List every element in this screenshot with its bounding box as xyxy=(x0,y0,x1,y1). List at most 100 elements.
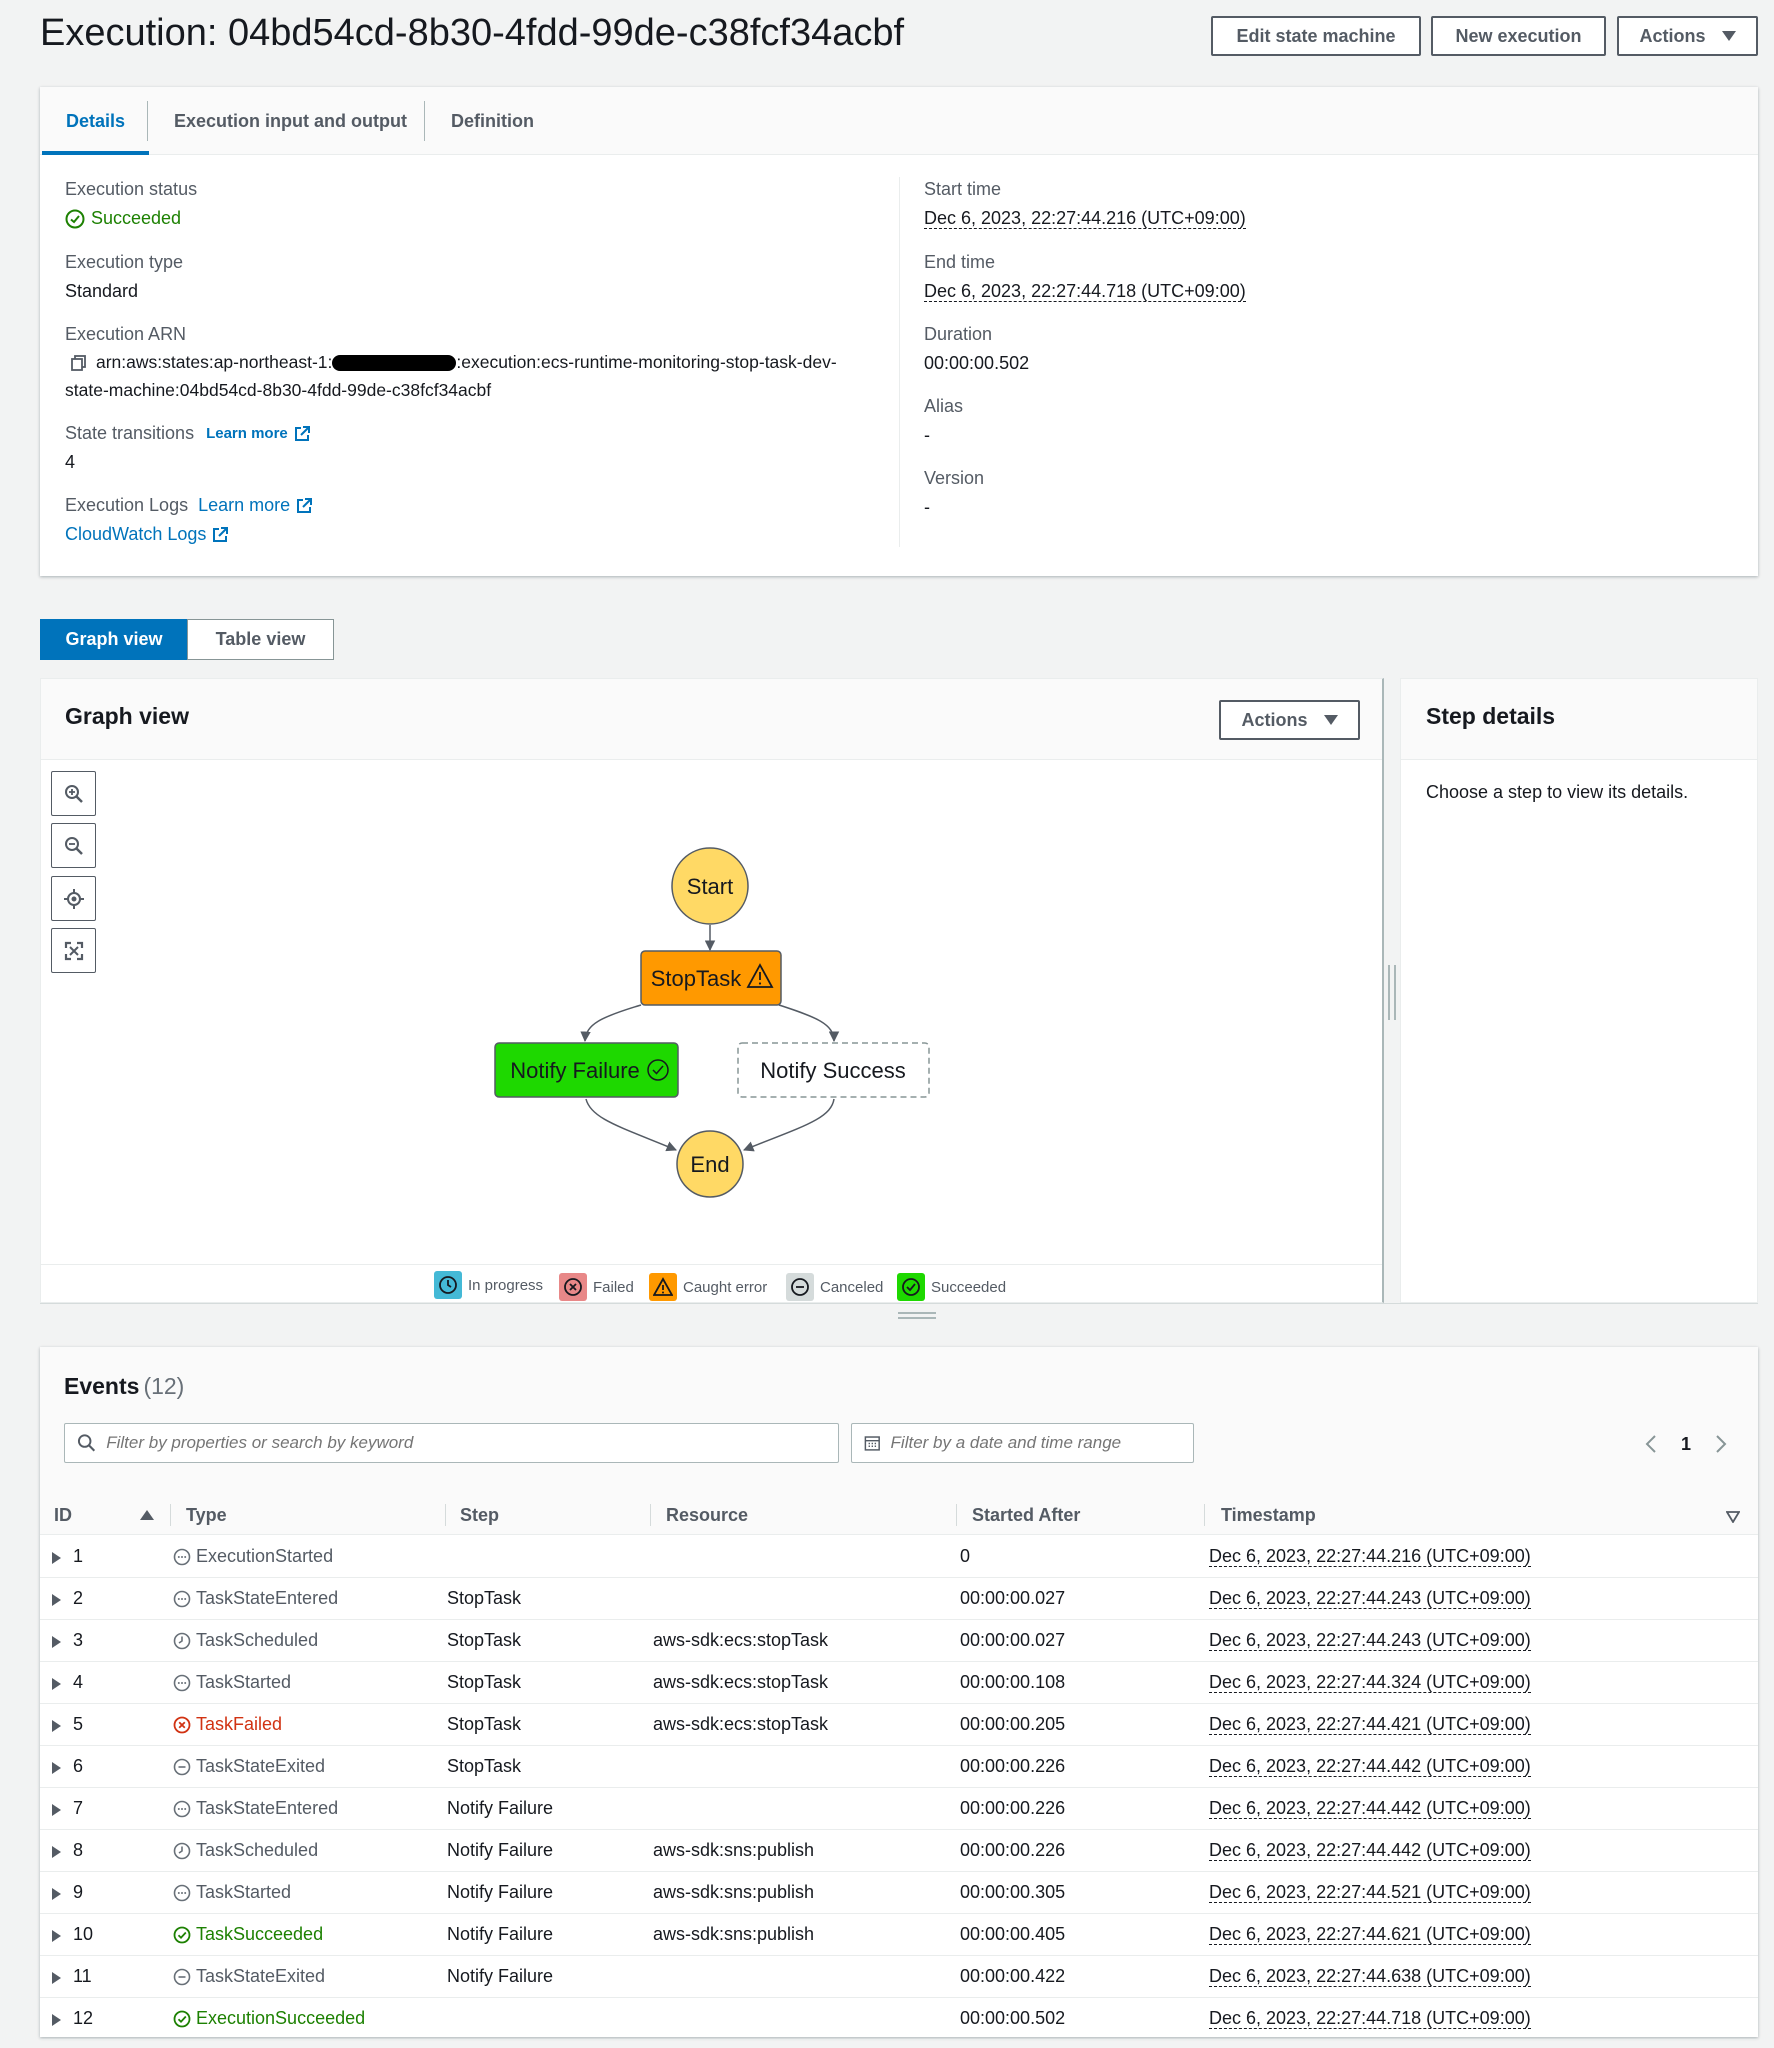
expand-row-icon[interactable] xyxy=(52,1930,61,1942)
cell-timestamp-text: Dec 6, 2023, 22:27:44.621 (UTC+09:00) xyxy=(1209,1924,1531,1945)
events-panel: Events(12) 1 ID Type Step Resource Start… xyxy=(40,1347,1758,2040)
execution-logs-learn-more-link[interactable]: Learn more xyxy=(198,495,291,515)
column-header-resource[interactable]: Resource xyxy=(666,1505,749,1525)
column-header-id[interactable]: ID xyxy=(54,1505,72,1525)
edit-state-machine-button[interactable]: Edit state machine xyxy=(1211,16,1421,56)
cell-started-after: 00:00:00.226 xyxy=(960,1756,1066,1776)
node-end-shape xyxy=(676,1130,744,1198)
events-search-input[interactable] xyxy=(106,1433,838,1453)
check-circle-icon xyxy=(647,1059,669,1081)
events-count: (12) xyxy=(143,1373,185,1399)
expand-row-icon[interactable] xyxy=(52,2014,61,2026)
table-row[interactable]: 2 TaskStateEntered StopTask 00:00:00.027 Dec… xyxy=(40,1578,1758,1620)
table-view-toggle[interactable]: Table view xyxy=(187,619,334,660)
cell-timestamp-text: Dec 6, 2023, 22:27:44.442 (UTC+09:00) xyxy=(1209,1840,1531,1861)
column-divider xyxy=(650,1504,651,1526)
events-date-filter[interactable] xyxy=(851,1423,1194,1463)
copy-icon[interactable] xyxy=(70,354,88,372)
tab-execution-input-output[interactable]: Execution input and output xyxy=(174,110,407,131)
events-date-input[interactable] xyxy=(890,1433,1193,1453)
table-row[interactable]: 11 TaskStateExited Notify Failure 00:00:00.… xyxy=(40,1956,1758,1998)
execution-type-label: Execution type xyxy=(65,252,184,272)
center-button[interactable] xyxy=(51,876,96,921)
sort-descending-icon[interactable] xyxy=(1726,1511,1740,1523)
node-notify-success[interactable]: Notify Success xyxy=(737,1042,930,1098)
zoom-out-button[interactable] xyxy=(51,823,96,868)
search-icon xyxy=(77,1434,96,1452)
execution-arn-label: Execution ARN xyxy=(65,324,187,344)
cell-id: 7 xyxy=(73,1798,84,1818)
node-end-label: End xyxy=(690,1152,729,1177)
cell-id: 3 xyxy=(73,1630,84,1650)
table-row[interactable]: 5 TaskFailed StopTask aws-sdk:ecs:stopTask 0… xyxy=(40,1704,1758,1746)
cell-id: 6 xyxy=(73,1756,84,1776)
table-row[interactable]: 8 TaskScheduled Notify Failure aws-sdk:sns:… xyxy=(40,1830,1758,1872)
graph-actions-button[interactable]: Actions xyxy=(1219,700,1360,740)
table-row[interactable]: 3 TaskScheduled StopTask aws-sdk:ecs:stopTa… xyxy=(40,1620,1758,1662)
expand-row-icon[interactable] xyxy=(52,1888,61,1900)
cell-timestamp-text: Dec 6, 2023, 22:27:44.421 (UTC+09:00) xyxy=(1209,1714,1531,1735)
panel-resize-handle[interactable] xyxy=(1388,965,1396,1020)
warning-icon xyxy=(649,1273,677,1301)
column-header-step[interactable]: Step xyxy=(460,1505,500,1525)
sort-ascending-icon[interactable] xyxy=(140,1510,154,1520)
node-end[interactable]: End xyxy=(676,1130,744,1198)
cell-id: 4 xyxy=(73,1672,84,1692)
new-execution-button[interactable]: New execution xyxy=(1431,16,1606,56)
cell-timestamp-text: Dec 6, 2023, 22:27:44.718 (UTC+09:00) xyxy=(1209,2008,1531,2029)
check-circle-icon xyxy=(65,209,85,228)
column-header-type[interactable]: Type xyxy=(186,1505,227,1525)
cell-type: TaskStateExited xyxy=(173,1756,325,1777)
column-divider xyxy=(445,1504,446,1526)
column-header-started-after[interactable]: Started After xyxy=(972,1505,1081,1525)
cloudwatch-logs-link[interactable]: CloudWatch Logs xyxy=(65,524,207,544)
legend-canceled: Canceled xyxy=(786,1273,883,1301)
graph-view-toggle[interactable]: Graph view xyxy=(40,619,188,660)
expand-row-icon[interactable] xyxy=(52,1594,61,1606)
column-header-timestamp[interactable]: Timestamp xyxy=(1221,1505,1316,1525)
state-transitions-learn-more-link[interactable]: Learn more xyxy=(206,425,288,442)
pagination-current-page[interactable]: 1 xyxy=(1681,1433,1692,1454)
state-transitions-label: State transitions xyxy=(65,423,195,443)
node-stoptask[interactable]: StopTask xyxy=(640,950,782,1006)
expand-row-icon[interactable] xyxy=(52,1678,61,1690)
actions-button[interactable]: Actions xyxy=(1617,16,1758,56)
events-title-text: Events xyxy=(64,1373,140,1399)
chevron-right-icon[interactable] xyxy=(1714,1434,1728,1454)
expand-row-icon[interactable] xyxy=(52,1720,61,1732)
tab-details[interactable]: Details xyxy=(41,87,150,155)
cell-type: TaskStateExited xyxy=(173,1966,325,1987)
events-search-filter[interactable] xyxy=(64,1423,839,1463)
expand-row-icon[interactable] xyxy=(52,1804,61,1816)
tab-definition[interactable]: Definition xyxy=(451,110,534,131)
zoom-out-icon xyxy=(64,836,83,855)
table-row[interactable]: 10 TaskSucceeded Notify Failure aws-sdk:sns… xyxy=(40,1914,1758,1956)
node-notify-failure[interactable]: Notify Failure xyxy=(494,1042,679,1098)
table-row[interactable]: 7 TaskStateEntered Notify Failure 00:00:00.… xyxy=(40,1788,1758,1830)
version-label: Version xyxy=(924,468,985,488)
table-row[interactable]: 6 TaskStateExited StopTask 00:00:00.226 Dec … xyxy=(40,1746,1758,1788)
expand-row-icon[interactable] xyxy=(52,1552,61,1564)
expand-row-icon[interactable] xyxy=(52,1762,61,1774)
vertical-resize-splitter[interactable] xyxy=(40,1303,1758,1325)
zoom-in-button[interactable] xyxy=(51,771,96,816)
fit-to-screen-button[interactable] xyxy=(51,928,96,973)
cell-type-text: TaskScheduled xyxy=(196,1840,319,1860)
cell-started-after: 00:00:00.422 xyxy=(960,1966,1066,1986)
caret-down-icon xyxy=(1721,31,1736,41)
table-row[interactable]: 12 ExecutionSucceeded 00:00:00.502 Dec 6, 2… xyxy=(40,1998,1758,2040)
zoom-in-icon xyxy=(64,784,83,803)
alias-value: - xyxy=(924,425,930,445)
expand-row-icon[interactable] xyxy=(52,1972,61,1984)
node-start[interactable]: Start xyxy=(671,847,749,925)
expand-row-icon[interactable] xyxy=(52,1846,61,1858)
cell-timestamp: Dec 6, 2023, 22:27:44.521 (UTC+09:00) xyxy=(1209,1882,1531,1903)
table-row[interactable]: 1 ExecutionStarted 0 Dec 6, 2023, 22:27:44.… xyxy=(40,1536,1758,1578)
chevron-left-icon[interactable] xyxy=(1644,1434,1658,1454)
expand-row-icon[interactable] xyxy=(52,1636,61,1648)
duration-label: Duration xyxy=(924,324,993,344)
execution-arn-line1: arn:aws:states:ap-northeast-1: :executio… xyxy=(70,352,837,373)
table-row[interactable]: 4 TaskStarted StopTask aws-sdk:ecs:stopTask… xyxy=(40,1662,1758,1704)
table-row[interactable]: 9 TaskStarted Notify Failure aws-sdk:sns:pu… xyxy=(40,1872,1758,1914)
step-details-panel: Step details Choose a step to view its d… xyxy=(1400,678,1758,1303)
